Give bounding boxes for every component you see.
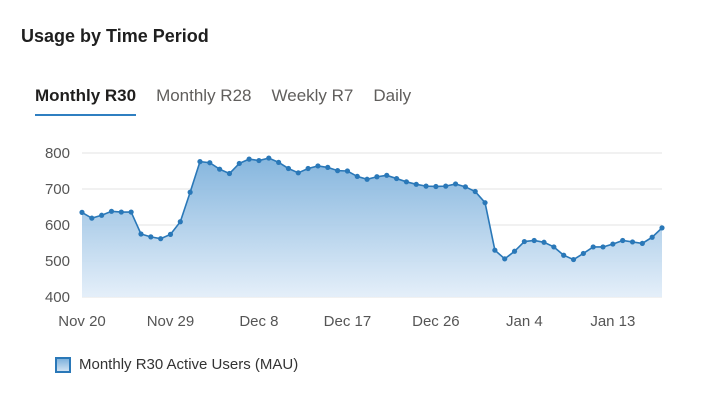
data-point (108, 208, 115, 214)
x-tick-label: Nov 20 (58, 313, 106, 330)
y-tick-label: 500 (45, 253, 70, 270)
chart-legend[interactable]: Monthly R30 Active Users (MAU) (55, 356, 298, 373)
data-point (158, 236, 164, 242)
data-point (325, 164, 331, 170)
data-point (384, 172, 390, 178)
data-point (118, 209, 124, 215)
data-point (639, 240, 645, 246)
data-point (295, 170, 301, 176)
data-point (256, 157, 262, 164)
y-tick-label: 800 (45, 145, 70, 162)
data-point (482, 200, 488, 206)
legend-swatch (55, 356, 71, 373)
x-tick-label: Dec 26 (412, 313, 460, 330)
x-tick-label: Jan 4 (506, 313, 543, 330)
data-point (620, 237, 626, 244)
data-point (452, 181, 459, 187)
data-point (266, 155, 272, 161)
data-point (177, 219, 183, 225)
data-point (226, 170, 233, 177)
data-point (423, 183, 429, 189)
data-point (305, 165, 311, 172)
data-point (610, 241, 616, 247)
data-point (99, 212, 105, 218)
data-point (511, 248, 518, 254)
data-point (128, 209, 134, 215)
x-tick-label: Jan 13 (590, 313, 635, 330)
x-tick-label: Dec 8 (239, 313, 278, 330)
data-point (502, 256, 508, 262)
data-point (413, 181, 419, 187)
data-point (167, 231, 174, 237)
data-point (374, 174, 380, 180)
data-point (276, 159, 282, 165)
x-axis-ticks: Nov 20 Nov 29 Dec 8 Dec 17 Dec 26 Jan 4 Jan 13 (58, 313, 635, 330)
data-point (521, 238, 527, 245)
data-point (236, 160, 242, 167)
y-tick-label: 600 (45, 217, 70, 234)
data-point (492, 247, 498, 253)
area-layer (81, 157, 663, 297)
x-tick-label: Dec 17 (324, 313, 372, 330)
y-tick-label: 400 (45, 289, 70, 306)
data-point (364, 176, 370, 182)
data-point (403, 179, 410, 185)
data-point (315, 163, 321, 169)
data-point (344, 168, 351, 174)
data-point (197, 159, 203, 165)
data-point (433, 183, 439, 190)
data-point (148, 234, 154, 240)
data-point (334, 168, 341, 174)
x-tick-label: Nov 29 (147, 313, 195, 330)
y-axis-ticks: 400 500 600 700 800 (45, 145, 70, 306)
data-point (462, 184, 468, 190)
tab-daily[interactable]: Daily (373, 86, 412, 105)
data-point (285, 165, 292, 172)
data-point (217, 166, 223, 172)
point-layer (79, 155, 665, 263)
data-point (580, 250, 586, 257)
data-point (207, 160, 213, 166)
data-point (354, 173, 360, 179)
data-point (79, 209, 85, 215)
data-point (561, 252, 567, 258)
y-tick-label: 700 (45, 181, 70, 198)
data-point (89, 215, 95, 221)
data-point (138, 231, 144, 237)
data-point (472, 188, 478, 195)
data-point (443, 183, 449, 189)
page-title: Usage by Time Period (21, 26, 209, 46)
legend-label: Monthly R30 Active Users (MAU) (79, 356, 299, 373)
data-point (659, 225, 665, 231)
tab-monthly-r30[interactable]: Monthly R30 (35, 86, 137, 116)
data-point (246, 156, 252, 162)
data-point (531, 237, 537, 244)
series-area-fill (82, 158, 662, 297)
data-point (590, 244, 596, 250)
data-point (187, 189, 193, 195)
data-point (541, 239, 547, 245)
data-point (649, 234, 655, 240)
data-point (393, 175, 400, 182)
tab-weekly-r7[interactable]: Weekly R7 (271, 86, 354, 105)
data-point (629, 239, 636, 245)
tab-monthly-r28[interactable]: Monthly R28 (156, 86, 252, 105)
data-point (570, 256, 577, 263)
data-point (600, 244, 606, 250)
period-tabs: Monthly R30 Monthly R28 Weekly R7 Daily (35, 86, 431, 116)
data-point (551, 244, 557, 250)
